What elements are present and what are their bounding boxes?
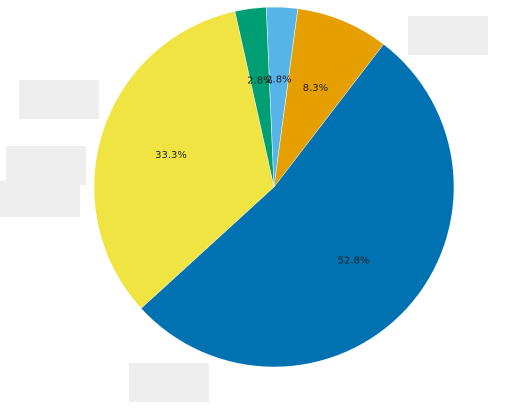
pie-slice-1 (140, 43, 455, 368)
category-label-box-5 (19, 80, 99, 119)
percent-label-5: 8.3% (303, 83, 328, 94)
pie-slice-5 (273, 8, 384, 188)
pie-slice-2 (93, 10, 275, 309)
percent-label-4: 2.8% (266, 75, 291, 86)
category-label-boxes (0, 16, 488, 402)
category-label-box-3 (0, 181, 80, 217)
pie-slices (93, 6, 455, 368)
category-label-box-1 (408, 16, 488, 55)
percent-label-3: 2.8% (247, 75, 272, 86)
percent-label-1: 52.8% (338, 256, 370, 267)
category-label-box-4 (6, 146, 86, 185)
percent-labels: 52.8% 33.3% 2.8%2.8% 8.3% (155, 75, 369, 267)
category-label-box-2 (129, 363, 209, 402)
percent-label-2: 33.3% (155, 150, 187, 161)
